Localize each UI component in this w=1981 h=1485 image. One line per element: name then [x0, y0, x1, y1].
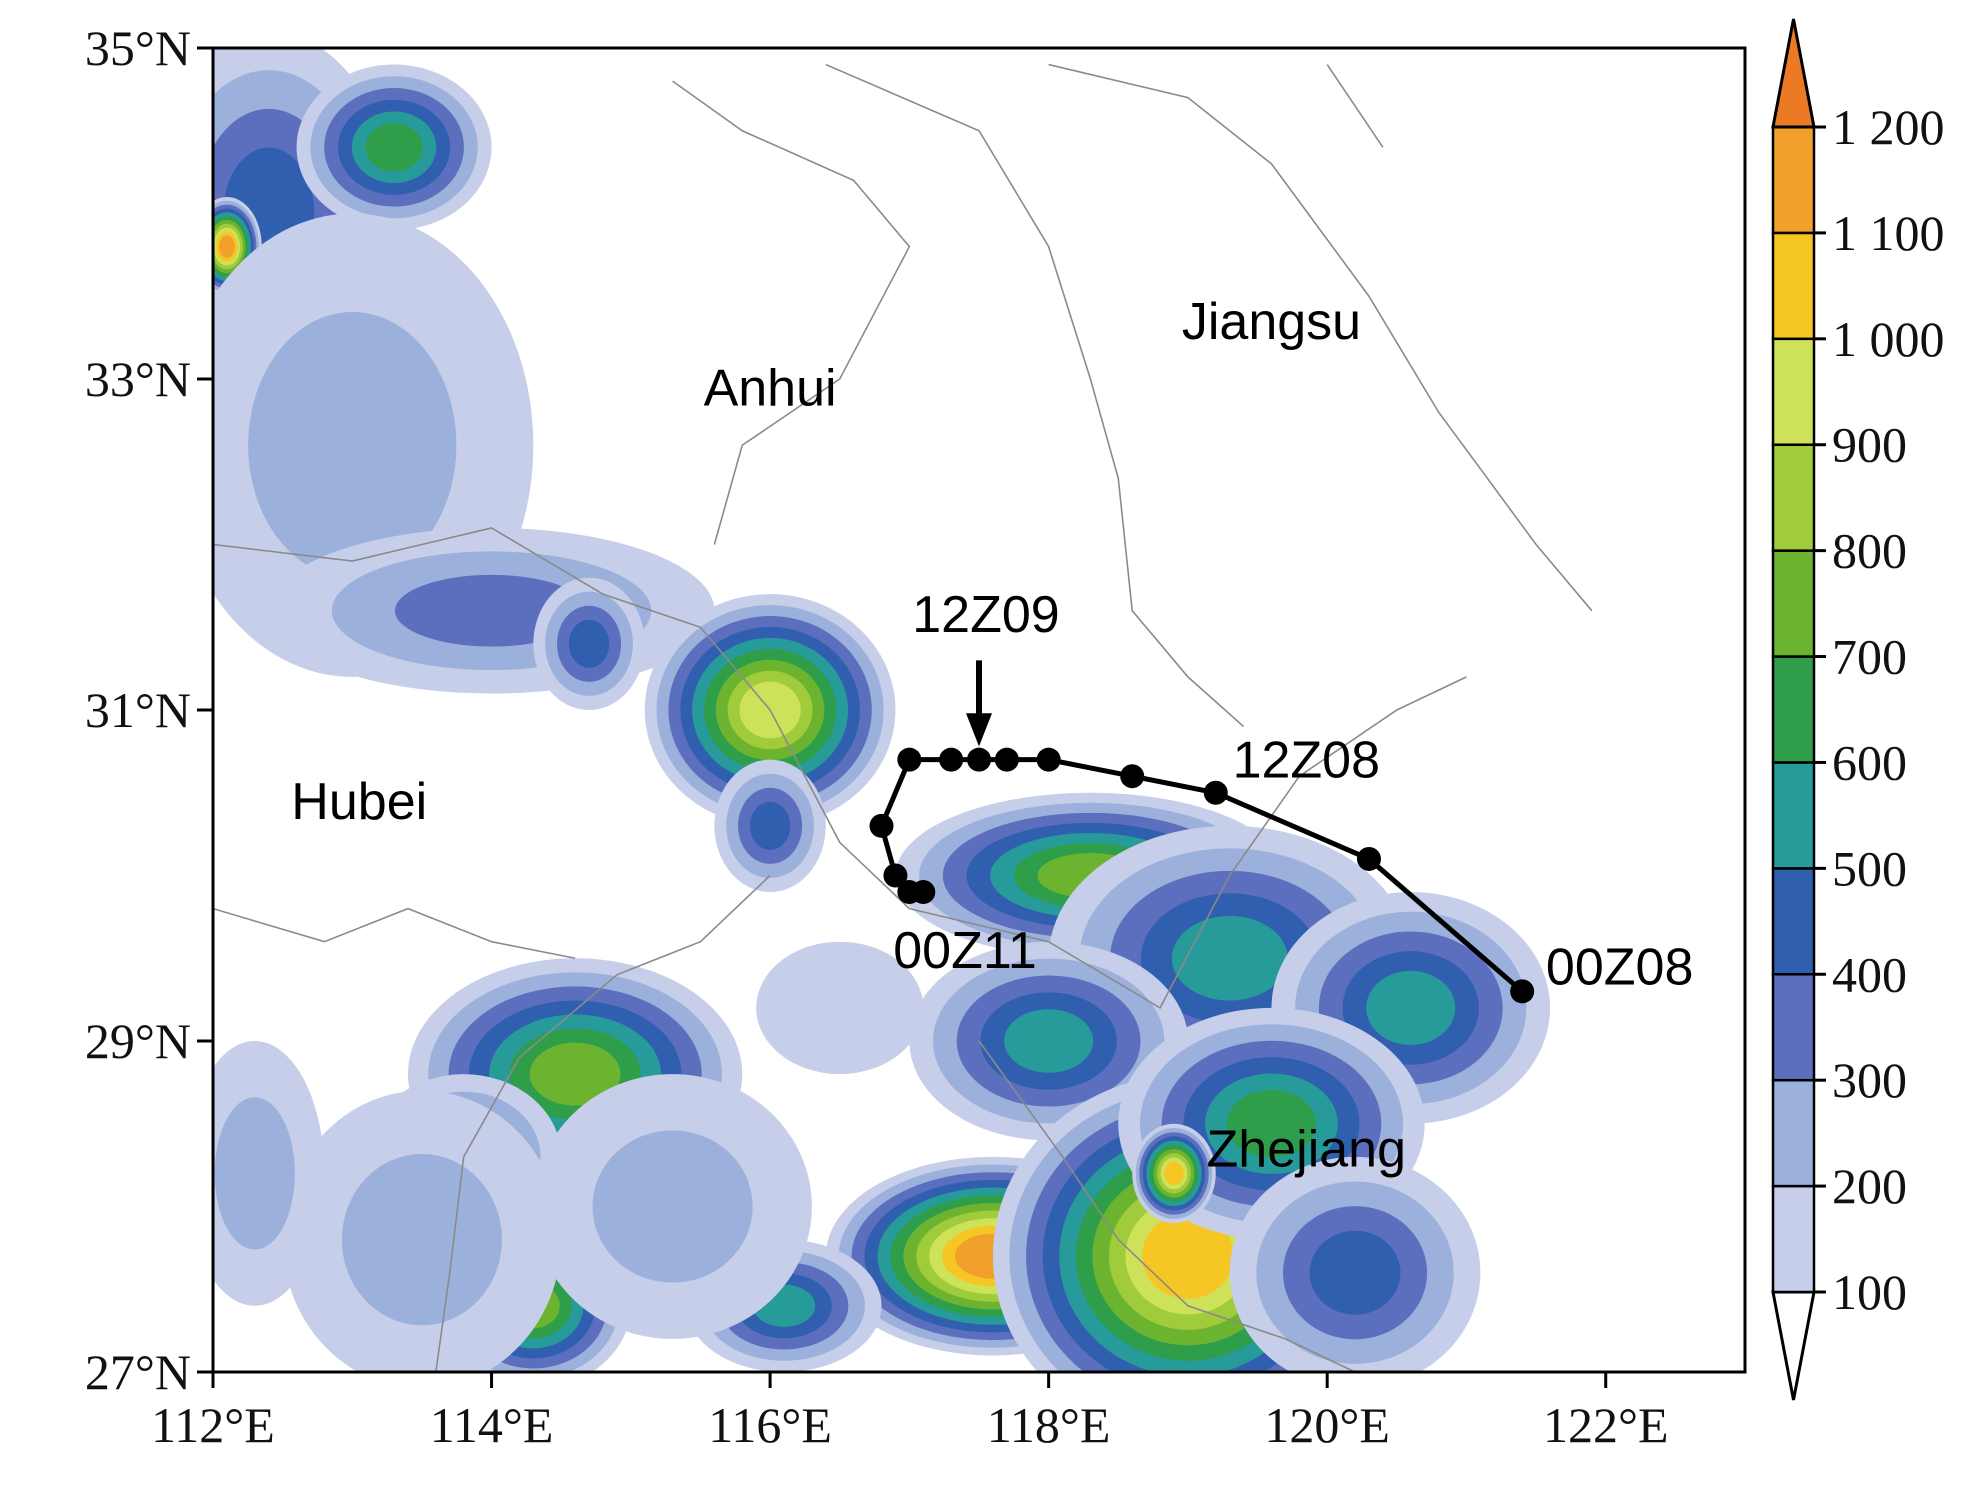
track-point	[967, 747, 991, 772]
overlay: 112°E 114°E 116°E 118°E 120°E 122°E 27°N 29°N 31…	[85, 18, 1945, 1453]
precip-contour	[1226, 1089, 1317, 1158]
precip-contour	[1309, 1230, 1401, 1315]
colorbar-segment	[1771, 761, 1816, 870]
track-point	[1036, 747, 1061, 772]
x-tick-label: 116°E	[708, 1397, 832, 1453]
precip-contour	[341, 1153, 502, 1326]
track-point	[883, 863, 908, 888]
colorbar-segment	[1771, 655, 1816, 764]
colorbar-label: 200	[1832, 1158, 1907, 1214]
precip-contour	[219, 235, 235, 258]
y-tick-label: 31°N	[85, 682, 191, 738]
track-point	[1203, 780, 1228, 805]
y-tick-label: 33°N	[85, 351, 191, 407]
track-point	[911, 880, 936, 905]
track-label: 12Z09	[912, 586, 1059, 644]
colorbar-label: 800	[1832, 523, 1907, 579]
track-point	[869, 813, 894, 838]
colorbar-segment	[1771, 1184, 1816, 1294]
precip-contour	[756, 941, 924, 1075]
precip-contour	[1164, 1161, 1184, 1186]
track-label: 12Z08	[1233, 732, 1380, 790]
colorbar-label: 1 200	[1832, 99, 1945, 155]
precip-contour	[248, 311, 457, 579]
precip-contour	[365, 123, 423, 172]
colorbar-segment	[1771, 1078, 1816, 1188]
y-tick-label: 27°N	[85, 1344, 191, 1400]
track-point	[939, 747, 964, 772]
track-point	[1510, 979, 1535, 1004]
precip-contour	[1004, 1009, 1094, 1073]
colorbar-segment	[1771, 549, 1816, 658]
borders	[213, 63, 1593, 1372]
border	[435, 874, 771, 1372]
colorbar-label: 300	[1832, 1052, 1907, 1108]
colorbar-label: 1 000	[1832, 311, 1945, 367]
colorbar-segment	[1771, 231, 1816, 341]
precip-contour	[749, 801, 791, 850]
border	[1326, 64, 1384, 148]
border	[825, 63, 1245, 728]
region-label: Anhui	[704, 359, 837, 417]
y-tick-label: 35°N	[85, 20, 191, 76]
precip-contour	[1142, 1213, 1234, 1299]
border	[672, 80, 911, 545]
y-tick-label: 29°N	[85, 1013, 191, 1069]
track-point	[1120, 764, 1145, 789]
x-tick-label: 118°E	[987, 1397, 1111, 1453]
border	[1048, 63, 1593, 612]
colorbar-segment	[1771, 973, 1816, 1082]
region-label: Hubei	[291, 773, 427, 831]
x-tick-label: 120°E	[1264, 1397, 1390, 1453]
precip-contour	[529, 1042, 621, 1106]
colorbar-label: 500	[1832, 840, 1907, 896]
border	[213, 907, 576, 960]
region-label: Jiangsu	[1182, 293, 1361, 351]
colorbar-segment	[1771, 867, 1816, 976]
x-tick-label: 122°E	[1543, 1397, 1669, 1453]
colorbar-label: 100	[1832, 1264, 1907, 1320]
track-label: 00Z08	[1546, 939, 1693, 997]
border	[213, 527, 1467, 1010]
colorbar-segment	[1771, 337, 1816, 446]
precip-contour	[1366, 970, 1456, 1045]
x-tick-label: 114°E	[430, 1397, 554, 1453]
colorbar-label: 1 100	[1832, 205, 1945, 261]
track-point	[994, 747, 1019, 772]
colorbar-segment	[1771, 125, 1816, 235]
region-label: Zhejiang	[1207, 1121, 1406, 1179]
colorbar-label: 900	[1832, 417, 1907, 473]
precip-contour	[214, 1097, 295, 1250]
track-point	[897, 747, 922, 772]
arrow-head	[966, 713, 992, 747]
track-label: 00Z11	[893, 922, 1037, 980]
colorbar-label: 400	[1832, 946, 1907, 1002]
precip-contour	[568, 619, 610, 668]
precip-contour	[592, 1130, 753, 1283]
colorbar-label: 600	[1832, 734, 1907, 790]
precip-contour	[1171, 915, 1288, 1001]
border	[978, 1040, 1356, 1372]
track-point	[1356, 846, 1381, 871]
colorbar-segment	[1771, 443, 1816, 552]
x-tick-label: 112°E	[151, 1397, 275, 1453]
colorbar-over	[1771, 18, 1816, 129]
colorbar-label: 700	[1832, 629, 1907, 685]
